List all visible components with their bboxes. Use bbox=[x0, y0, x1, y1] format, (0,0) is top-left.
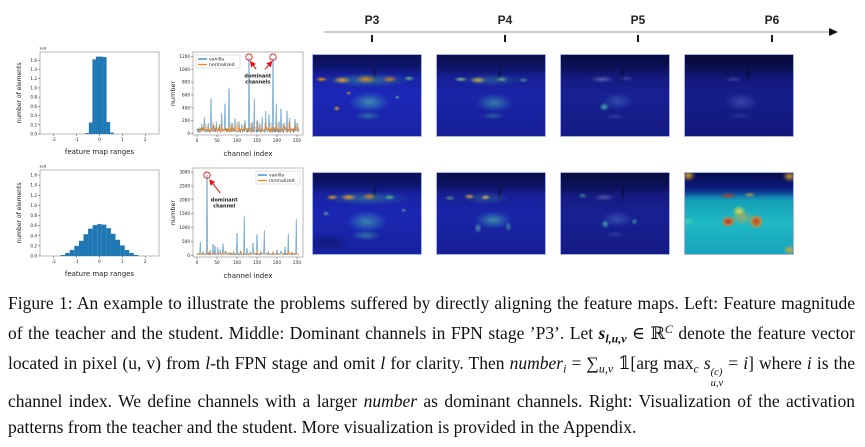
svg-text:channel index: channel index bbox=[223, 150, 272, 158]
activation-map-r1-p3 bbox=[312, 54, 422, 137]
activation-map-r2-p6 bbox=[684, 172, 794, 255]
svg-text:1.2: 1.2 bbox=[30, 193, 37, 198]
svg-text:1.2: 1.2 bbox=[30, 76, 37, 81]
svg-text:400: 400 bbox=[182, 105, 190, 110]
svg-text:feature map ranges: feature map ranges bbox=[65, 148, 135, 156]
svg-text:vanilla: vanilla bbox=[209, 57, 224, 63]
svg-text:1.6: 1.6 bbox=[30, 58, 37, 63]
svg-text:1.4: 1.4 bbox=[30, 67, 37, 72]
svg-text:1.4: 1.4 bbox=[30, 183, 37, 188]
svg-text:150: 150 bbox=[253, 260, 261, 265]
svg-text:0: 0 bbox=[187, 253, 190, 258]
svg-text:2: 2 bbox=[144, 259, 147, 264]
svg-text:3000: 3000 bbox=[179, 170, 190, 175]
svg-text:0.2: 0.2 bbox=[30, 243, 37, 248]
svg-text:0.8: 0.8 bbox=[30, 95, 37, 100]
activation-map-grid bbox=[312, 54, 794, 255]
svg-text:0: 0 bbox=[187, 131, 190, 136]
svg-text:P4: P4 bbox=[498, 13, 513, 27]
svg-text:1000: 1000 bbox=[179, 225, 190, 230]
svg-text:number: number bbox=[169, 199, 177, 225]
svg-text:2: 2 bbox=[144, 137, 147, 142]
fpn-stage-axis: P3 P4 P5 P6 bbox=[324, 13, 838, 42]
svg-text:50: 50 bbox=[214, 260, 220, 265]
svg-text:channel index: channel index bbox=[223, 272, 272, 280]
svg-text:0.8: 0.8 bbox=[30, 213, 37, 218]
svg-text:100: 100 bbox=[233, 260, 241, 265]
svg-text:0.6: 0.6 bbox=[30, 223, 37, 228]
svg-text:0: 0 bbox=[98, 259, 101, 264]
activation-map-r2-p3 bbox=[312, 172, 422, 255]
svg-text:channel: channel bbox=[213, 203, 235, 209]
svg-text:P3: P3 bbox=[365, 13, 380, 27]
svg-text:1: 1 bbox=[121, 137, 124, 142]
svg-text:feature map ranges: feature map ranges bbox=[65, 270, 135, 278]
svg-text:-2: -2 bbox=[52, 137, 57, 142]
feature-histogram-top: 0.0 0.2 0.4 0.6 0.8 1.0 1.2 1.4 1.6 -2 -1 0 1 2 1e6 num… bbox=[16, 46, 160, 156]
svg-text:100: 100 bbox=[233, 138, 241, 143]
svg-text:dominant: dominant bbox=[244, 74, 271, 80]
svg-text:50: 50 bbox=[214, 138, 220, 143]
svg-text:normalized: normalized bbox=[269, 178, 295, 184]
figure-caption: Figure 1: An example to illustrate the p… bbox=[8, 293, 855, 437]
svg-text:P6: P6 bbox=[765, 13, 780, 27]
svg-text:1: 1 bbox=[121, 259, 124, 264]
svg-text:1500: 1500 bbox=[179, 211, 190, 216]
svg-text:1000: 1000 bbox=[179, 67, 190, 72]
svg-text:1.6: 1.6 bbox=[30, 173, 37, 178]
svg-text:0: 0 bbox=[196, 260, 199, 265]
svg-text:1.0: 1.0 bbox=[30, 203, 37, 208]
svg-text:0: 0 bbox=[98, 137, 101, 142]
svg-text:number of elements: number of elements bbox=[16, 183, 23, 244]
svg-text:number of elements: number of elements bbox=[16, 63, 23, 124]
svg-text:200: 200 bbox=[182, 118, 190, 123]
svg-text:0.0: 0.0 bbox=[30, 254, 37, 259]
svg-text:-1: -1 bbox=[75, 137, 80, 142]
activation-map-r1-p5 bbox=[560, 54, 670, 137]
svg-text:-2: -2 bbox=[52, 259, 57, 264]
svg-text:2500: 2500 bbox=[179, 184, 190, 189]
svg-text:150: 150 bbox=[253, 138, 261, 143]
svg-text:1e6: 1e6 bbox=[39, 46, 47, 51]
svg-text:600: 600 bbox=[182, 92, 190, 97]
dominant-channel-plot-bottom: 0 500 1000 1500 2000 2500 3000 0 50 100 150 200 250 n… bbox=[169, 167, 304, 280]
svg-text:P5: P5 bbox=[631, 13, 646, 27]
svg-text:number: number bbox=[169, 80, 177, 106]
svg-text:vanilla: vanilla bbox=[269, 173, 284, 179]
svg-text:2000: 2000 bbox=[179, 197, 190, 202]
svg-text:1e6: 1e6 bbox=[39, 164, 47, 169]
svg-text:channels: channels bbox=[245, 80, 270, 86]
activation-map-r2-p4 bbox=[436, 172, 546, 255]
svg-text:dominant: dominant bbox=[211, 197, 238, 203]
svg-text:0.6: 0.6 bbox=[30, 104, 37, 109]
svg-text:0: 0 bbox=[196, 138, 199, 143]
svg-text:1.0: 1.0 bbox=[30, 85, 37, 90]
svg-text:-1: -1 bbox=[75, 259, 80, 264]
svg-text:0.2: 0.2 bbox=[30, 122, 37, 127]
svg-text:1200: 1200 bbox=[179, 54, 190, 59]
svg-text:500: 500 bbox=[182, 239, 190, 244]
figure-1: P3 P4 P5 P6 0.0 0.2 0.4 0.6 0.8 1.0 1.2 1.4 1.6 -2 -1… bbox=[16, 13, 838, 280]
dominant-channels-plot-top: 0 200 400 600 800 1000 1200 0 50 100 150 200 250 numb… bbox=[169, 51, 304, 158]
feature-histogram-bottom: 0.0 0.2 0.4 0.6 0.8 1.0 1.2 1.4 1.6 -2 -1 0 1 2 1e6 num… bbox=[16, 164, 160, 278]
svg-text:0.0: 0.0 bbox=[30, 132, 37, 137]
svg-text:200: 200 bbox=[273, 260, 281, 265]
svg-text:0.4: 0.4 bbox=[30, 233, 37, 238]
svg-text:0.4: 0.4 bbox=[30, 113, 37, 118]
activation-map-r2-p5 bbox=[560, 172, 670, 255]
svg-text:250: 250 bbox=[293, 138, 301, 143]
svg-text:250: 250 bbox=[293, 260, 301, 265]
svg-text:normalized: normalized bbox=[209, 62, 235, 68]
activation-map-r1-p4 bbox=[436, 54, 546, 137]
svg-text:200: 200 bbox=[273, 138, 281, 143]
activation-map-r1-p6 bbox=[684, 54, 794, 137]
svg-text:800: 800 bbox=[182, 80, 190, 85]
